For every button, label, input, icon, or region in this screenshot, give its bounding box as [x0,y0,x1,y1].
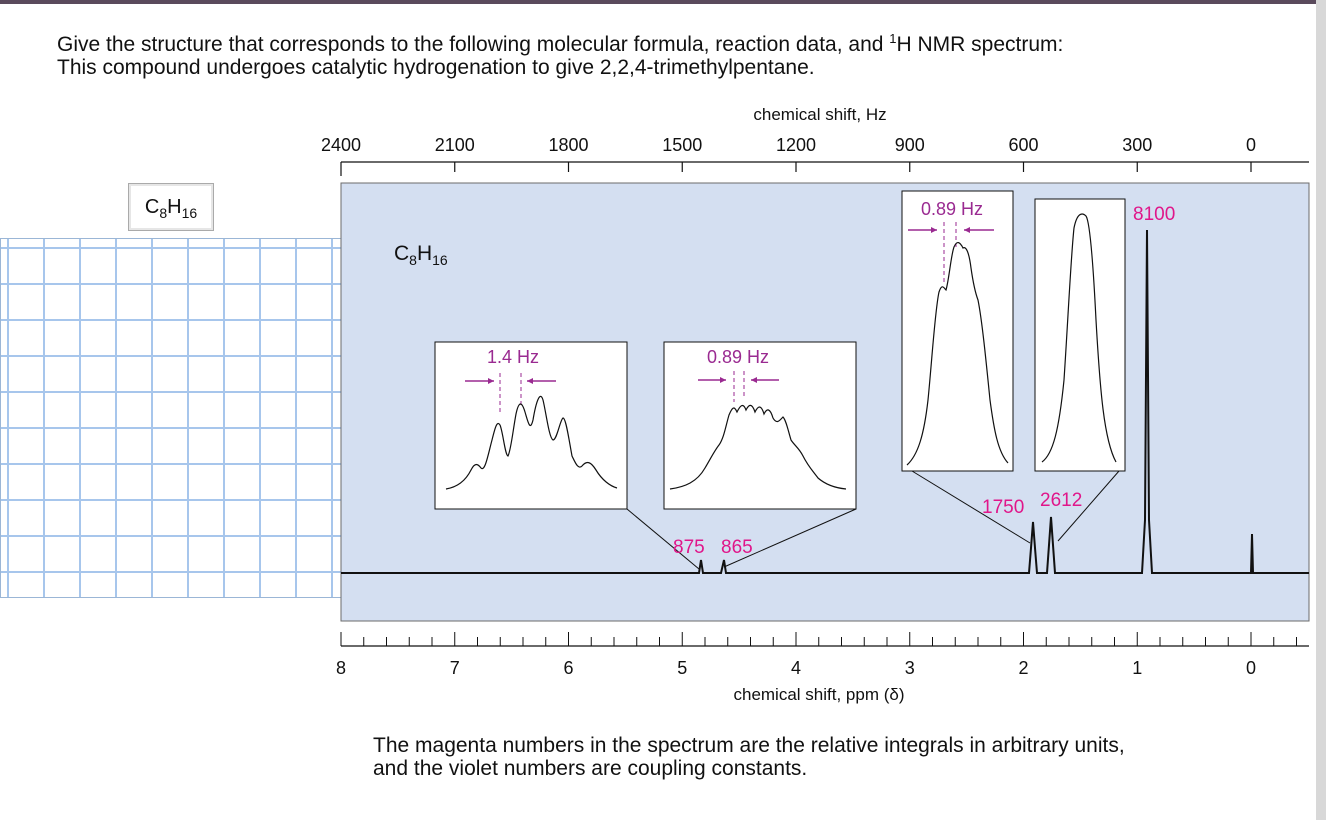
top-axis-tick-label: 1500 [662,135,702,155]
inset-2-multiplet [669,404,847,490]
bottom-axis-tick-label: 8 [336,658,346,678]
integral-875: 875 [673,537,705,558]
bottom-axis-tick-label: 2 [1018,658,1028,678]
top-axis-tick-label: 300 [1122,135,1152,155]
inset-peak-2: 0.89 Hz [663,341,857,510]
inset-3-arrowhead-left [931,227,937,233]
bottom-axis-label: chemical shift, ppm (δ) [733,685,904,704]
top-axis-tick-label: 900 [895,135,925,155]
spectrum-formula-h-count: 16 [432,252,448,268]
bottom-axis-tick-label: 3 [905,658,915,678]
footnote-text: The magenta numbers in the spectrum are … [373,734,1125,780]
inset-3-arrowhead-right [964,227,970,233]
nucleus-superscript: 1 [889,31,897,46]
top-axis-label: chemical shift, Hz [753,105,886,124]
bottom-axis-tick-label: 4 [791,658,801,678]
integral-labels: 875 865 1750 2612 8100 [673,204,1175,558]
inset-2-arrowhead-left [720,377,726,383]
inset-2-arrowhead-right [751,377,757,383]
spectrum-formula-c-count: 8 [409,252,417,268]
formula-c: C [144,196,160,218]
drawing-grid[interactable] [0,238,387,598]
formula-h: H [167,196,182,218]
top-axis-tick-label: 2100 [435,135,475,155]
footnote-line-2: and the violet numbers are coupling cons… [373,757,808,780]
bottom-axis-tick-label: 7 [450,658,460,678]
inset-1-coupling: 1.4 Hz [487,347,539,367]
integral-1750: 1750 [982,497,1024,518]
inset-3-leader [911,470,1031,544]
spectrum-formula: C8H16 [394,242,448,268]
top-axis-tick-label: 1200 [776,135,816,155]
top-axis-tick-label: 1800 [548,135,588,155]
inset-4-leader [1057,470,1120,542]
top-bar [0,0,1326,4]
formula-h-count: 16 [181,205,198,221]
inset-1-arrowhead-right [527,378,533,384]
top-axis-tick-label: 600 [1008,135,1038,155]
bottom-axis-ticks: 8 7 6 5 4 3 2 1 0 [336,632,1297,678]
inset-1-arrowhead-left [488,378,494,384]
inset-peak-1: 1.4 Hz [434,341,628,510]
spectrum-formula-h: H [417,242,432,265]
integral-865: 865 [721,537,753,558]
inset-4-singlet [1041,213,1117,463]
top-axis-tick-label: 2400 [321,135,361,155]
question-line-1: Give the structure that corresponds to t… [57,31,1064,56]
inset-1-multiplet [445,395,618,490]
bottom-axis-tick-label: 6 [563,658,573,678]
formula-c-count: 8 [159,205,168,221]
question-text: Give the structure that corresponds to t… [57,31,1064,79]
inset-1-leader [626,508,700,570]
scrollbar-track[interactable] [1316,0,1326,820]
inset-3-multiplet [906,242,1009,466]
question-line-2: This compound undergoes catalytic hydrog… [57,56,815,79]
question-line-1-text: Give the structure that corresponds to t… [57,33,890,56]
footnote-line-1: The magenta numbers in the spectrum are … [373,734,1125,757]
inset-3-coupling: 0.89 Hz [921,199,983,219]
bottom-axis-tick-label: 0 [1246,658,1256,678]
bottom-axis-tick-label: 1 [1132,658,1142,678]
molecular-formula-box: C8H16 [128,183,214,231]
spectrum-formula-c: C [394,242,409,265]
question-line-1-end: H NMR spectrum: [896,33,1064,56]
integral-2612: 2612 [1040,490,1082,511]
top-axis-ticks: 2400 2100 1800 1500 1200 900 600 300 0 [321,135,1256,176]
integral-8100: 8100 [1133,204,1175,225]
inset-peak-3: 0.89 Hz [901,190,1014,472]
inset-4-frame [1034,198,1126,472]
bottom-axis-tick-label: 5 [677,658,687,678]
inset-3-frame [901,190,1014,472]
inset-peak-4 [1034,198,1126,472]
top-axis-tick-label: 0 [1246,135,1256,155]
spectrum-trace [341,229,1309,574]
inset-2-frame [663,341,857,510]
inset-2-leader [723,508,857,568]
inset-2-coupling: 0.89 Hz [707,347,769,367]
